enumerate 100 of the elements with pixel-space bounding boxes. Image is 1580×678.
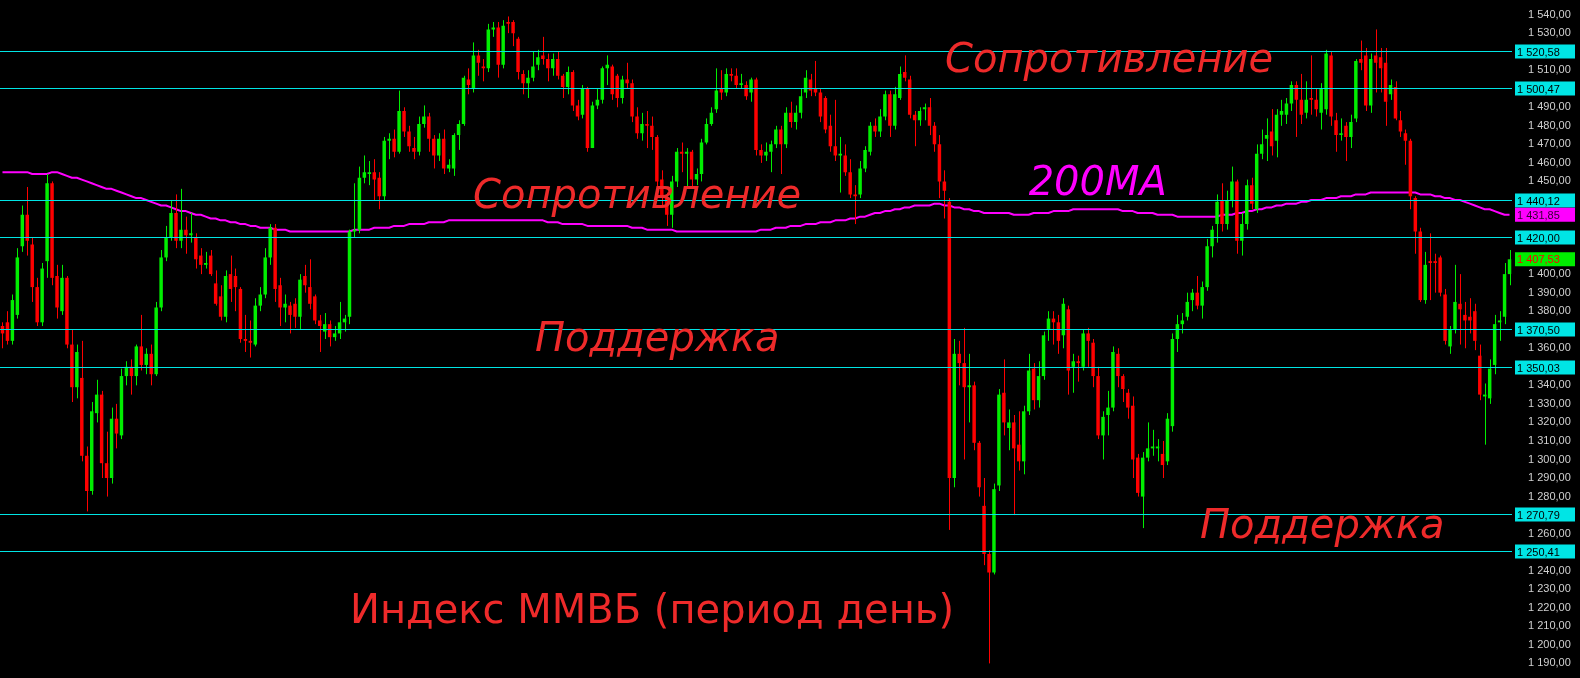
candlestick — [1264, 117, 1269, 162]
y-tick-label: 1 510,00 — [1528, 63, 1571, 76]
y-tick-label: 1 380,00 — [1528, 304, 1571, 317]
candlestick — [764, 142, 768, 162]
candlestick — [774, 125, 778, 149]
candlestick — [1007, 408, 1011, 451]
candlestick — [1349, 114, 1353, 149]
annotation: Поддержка — [1200, 501, 1445, 547]
y-tick-label: 1 300,00 — [1528, 452, 1571, 465]
candlestick — [575, 99, 580, 121]
y-tick-label: 1 320,00 — [1528, 415, 1571, 428]
candlestick — [625, 62, 629, 90]
candlestick — [1195, 275, 1199, 310]
text: 1 407,53 — [1517, 253, 1560, 266]
candlestick — [883, 90, 887, 121]
candlestick — [546, 53, 550, 82]
y-tick-label: 1 450,00 — [1528, 174, 1571, 187]
candlestick — [759, 143, 763, 164]
y-tick-label: 1 490,00 — [1528, 100, 1571, 113]
candlestick — [407, 125, 411, 153]
candlestick — [541, 36, 545, 66]
y-tick-label: 1 240,00 — [1528, 563, 1571, 576]
candlestick — [679, 142, 684, 173]
text: 1 431,85 — [1517, 208, 1560, 221]
candlestick — [526, 69, 530, 99]
ref-line-label: 1 370,50 — [1517, 323, 1560, 336]
candlestick — [1497, 310, 1502, 342]
ref-line-label: 1 270,79 — [1517, 508, 1560, 521]
ref-line-label: 1 250,41 — [1517, 545, 1560, 558]
candlestick — [521, 69, 525, 95]
candlestick — [427, 112, 431, 153]
candlestick — [1344, 121, 1348, 162]
series-label: 200MA — [1028, 157, 1167, 204]
ref-line-label: 1 500,47 — [1517, 82, 1560, 95]
candlestick — [367, 160, 372, 186]
candlestick — [1101, 410, 1105, 460]
y-tick-label: 1 460,00 — [1528, 155, 1571, 168]
candlestick — [1076, 355, 1080, 383]
candlestick — [878, 108, 882, 138]
y-tick-label: 1 210,00 — [1528, 619, 1571, 632]
candlestick — [372, 158, 377, 201]
y-tick-label: 1 260,00 — [1528, 526, 1571, 539]
y-tick-label: 1 390,00 — [1528, 285, 1571, 298]
candlestick — [1240, 212, 1244, 257]
candlestick — [1071, 353, 1076, 394]
candlestick — [1086, 327, 1090, 368]
candlestick — [402, 106, 406, 138]
candlestick — [734, 67, 738, 90]
candlestick — [635, 106, 639, 140]
candlestick — [1334, 112, 1338, 153]
candlestick — [1373, 28, 1378, 93]
candlestick — [843, 143, 847, 177]
candlestick — [149, 344, 153, 386]
candlestick — [362, 154, 367, 184]
y-tick-label: 1 480,00 — [1528, 118, 1571, 131]
candlestick — [318, 314, 322, 353]
y-tick-label: 1 190,00 — [1528, 656, 1571, 669]
candlestick — [412, 136, 416, 160]
y-tick-label: 1 340,00 — [1528, 378, 1571, 391]
candlestick — [1339, 117, 1343, 142]
candlestick — [987, 549, 991, 664]
text: Индекс ММВБ (период день) — [350, 586, 955, 632]
candlestick — [650, 116, 654, 151]
candlestick — [1215, 193, 1219, 244]
candlestick — [422, 104, 426, 129]
ref-line-label: 1 440,12 — [1517, 194, 1560, 207]
ref-line-label: 1 520,58 — [1517, 45, 1560, 58]
candlestick — [1259, 129, 1264, 160]
candlestick — [1106, 390, 1110, 436]
candlestick — [640, 112, 644, 142]
candlestick — [184, 216, 188, 255]
candlestick — [531, 51, 535, 82]
ref-line-label: 1 350,03 — [1517, 361, 1560, 374]
candlestick — [283, 294, 287, 323]
candlestick — [620, 75, 624, 105]
candlestick — [749, 77, 753, 103]
y-tick-label: 1 400,00 — [1528, 267, 1571, 280]
candlestick — [1309, 54, 1313, 116]
candlestick — [967, 353, 971, 423]
candlestick — [392, 129, 396, 158]
candlestick — [1314, 88, 1318, 118]
candlestick — [942, 169, 947, 220]
y-tick-label: 1 470,00 — [1528, 137, 1571, 150]
candlestick — [1145, 421, 1150, 462]
candlestick — [1403, 129, 1408, 166]
ref-line-label: 1 420,00 — [1517, 231, 1560, 244]
candlestick — [164, 225, 168, 262]
y-tick-label: 1 310,00 — [1528, 433, 1571, 446]
candlestick — [179, 188, 183, 249]
candlestick — [1279, 99, 1284, 127]
y-tick-label: 1 330,00 — [1528, 396, 1571, 409]
y-tick-label: 1 280,00 — [1528, 489, 1571, 502]
y-tick-label: 1 360,00 — [1528, 341, 1571, 354]
candlestick — [1210, 225, 1214, 258]
candlestick — [1200, 281, 1204, 320]
y-tick-label: 1 220,00 — [1528, 600, 1571, 613]
candlestick — [1121, 373, 1125, 403]
y-tick-label: 1 530,00 — [1528, 26, 1571, 39]
candlestick — [645, 110, 649, 149]
candlestick — [248, 319, 253, 359]
